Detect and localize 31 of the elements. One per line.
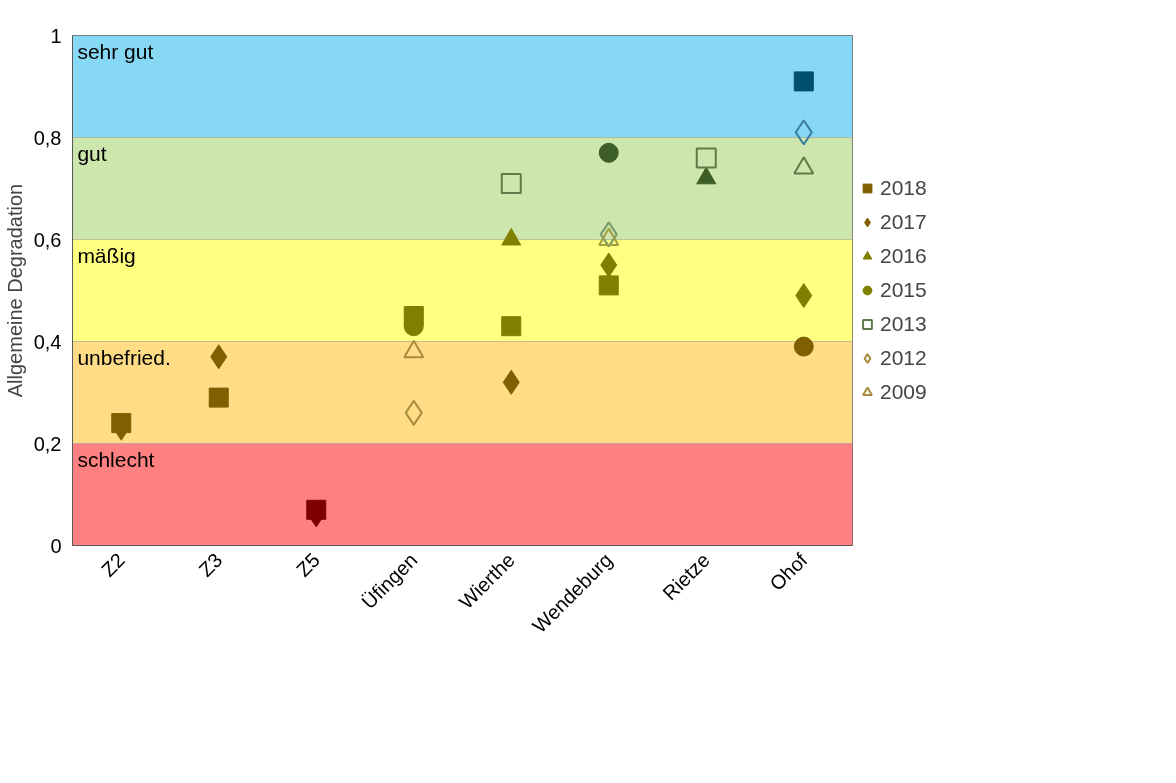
point [695,147,717,169]
legend-label: 2015 [880,278,927,302]
y-tick-label: 0,8 [33,126,62,149]
y-tick-label: 0 [50,534,62,557]
band-label: gut [77,141,107,165]
legend-label: 2017 [880,210,927,234]
band-label: schlecht [77,447,155,471]
y-tick-label: 1 [50,24,62,47]
band-label: mäßig [77,243,136,267]
point [501,316,522,337]
y-tick-label: 0,2 [33,432,62,455]
point [598,275,619,296]
point [404,399,423,426]
legend-label: 2012 [880,346,927,370]
y-tick-label: 0,6 [33,228,62,251]
point [598,142,619,163]
band-label: sehr gut [77,39,154,63]
x-tick-label: Z5 [291,548,325,581]
point [500,172,522,194]
point [599,221,618,248]
legend-label: 2009 [880,380,927,404]
legend-label: 2013 [880,312,927,336]
x-tick-label: Z3 [194,548,227,581]
y-axis-title: Allgemeine Degradation [3,183,26,398]
y-tick-label: 0,4 [33,330,62,353]
legend-label: 2018 [880,176,927,200]
point [793,71,814,92]
point [794,119,813,146]
band-label: unbefried. [77,345,171,369]
x-tick-label: Z2 [96,548,130,581]
legend-label: 2016 [880,244,927,268]
